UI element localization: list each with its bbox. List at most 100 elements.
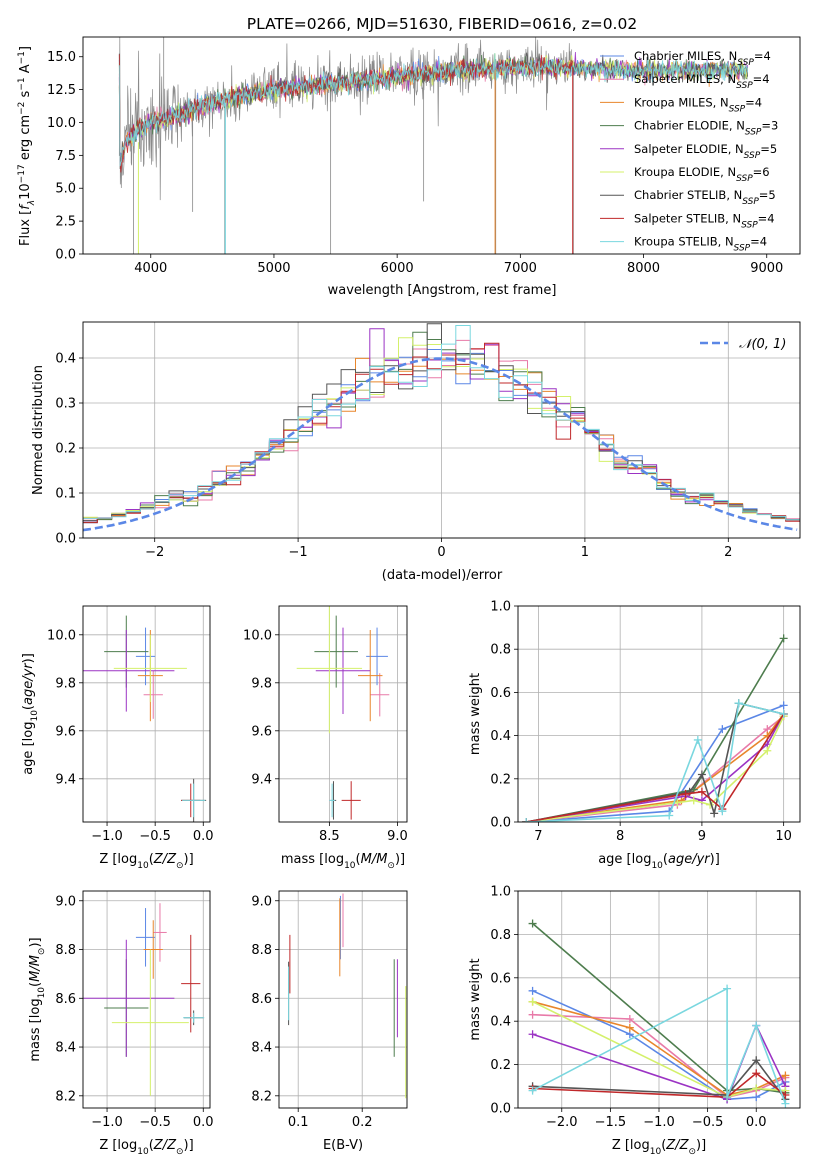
weight-marker: [685, 787, 694, 796]
x-tick-label: 9: [698, 829, 706, 844]
errorbar-point: [315, 627, 371, 714]
weight-marker: [528, 919, 537, 928]
x-tick-label: −0.5: [692, 1115, 724, 1130]
errorbar-point: [181, 934, 201, 1033]
y-tick-label: 10.0: [47, 116, 76, 131]
weight_vs_Z-plot: [528, 919, 790, 1108]
y-tick-label: 0.0: [490, 816, 511, 831]
x-tick-label: 1: [581, 545, 589, 560]
errorbar-point: [370, 673, 390, 717]
x-tick-label: 8000: [627, 261, 660, 276]
residuals-plot: [83, 323, 800, 538]
y-tick-label: 0.0: [55, 532, 76, 547]
x-axis-label: E(B-V): [323, 1138, 363, 1153]
model-spectrum-8: [118, 54, 574, 173]
y-tick-label: 0.0: [55, 248, 76, 263]
y-tick-label: 9.4: [55, 772, 76, 787]
legend-entry: Chabrier MILES, NSSP=4: [634, 49, 771, 68]
weight-line-6: [532, 1000, 786, 1099]
age_vs_mass-axes: 8.5 9.0 9.4 9.6 9.8 10.0: [243, 605, 408, 844]
errorbar-point: [83, 939, 175, 1057]
x-tick-label: 0.0: [193, 829, 214, 844]
weight-marker: [625, 1015, 634, 1024]
weight-marker: [677, 796, 686, 805]
weight-marker: [779, 634, 788, 643]
y-tick-label: 10.0: [47, 628, 76, 643]
x-tick-label: 4000: [134, 261, 167, 276]
weight_vs_Z-axes: −2.0 −1.5 −1.0 −0.5 0.0 0.0 0.2 0.4 0.6 0.8 1.0: [490, 885, 801, 1130]
y-tick-label: 0.3: [55, 397, 76, 412]
y-tick-label: 9.8: [55, 676, 76, 691]
spectrum-axes: 4000 5000 6000 7000 8000 9000 0.0 2.5 5.0 7.5 10.0…: [47, 36, 801, 276]
x-axis-label: mass [log10(M/M⊙)]: [281, 852, 405, 871]
weight-marker: [625, 1023, 634, 1032]
age_vs_Z-plot: [83, 615, 207, 822]
weight_vs_age-axes: 7 8 9 10 0.0 0.2 0.4 0.6 0.8 1.0: [490, 600, 801, 844]
mass_vs_ebv-axes: 0.1 0.2 8.2 8.4 8.6 8.8 9.0: [251, 890, 408, 1130]
y-tick-label: 9.0: [251, 894, 272, 909]
errorbar-point: [357, 630, 383, 722]
weight-marker: [528, 1010, 537, 1019]
x-tick-label: 2: [724, 545, 732, 560]
y-axis-label: mass weight: [468, 958, 483, 1040]
errorbar-point: [135, 908, 156, 967]
weight-marker: [528, 986, 537, 995]
legend-entry: Kroupa ELODIE, NSSP=6: [634, 165, 770, 184]
y-axis-label: Flux [fλ10−17 erg cm−2 s−1 A−1]: [17, 46, 37, 246]
y-axis-label: Normed distribution: [31, 365, 46, 495]
errorbar-point: [296, 606, 363, 734]
y-tick-label: 15.0: [47, 50, 76, 65]
chart-title: PLATE=0266, MJD=51630, FIBERID=0616, z=0…: [247, 15, 637, 33]
y-tick-label: 0.8: [490, 928, 511, 943]
y-tick-label: 0.6: [490, 686, 511, 701]
errorbar-point: [111, 949, 189, 1096]
x-tick-label: 8: [616, 829, 624, 844]
errorbar-point: [329, 783, 335, 818]
axes-frame: [82, 36, 801, 255]
x-tick-label: 8.5: [319, 829, 340, 844]
y-tick-label: 9.6: [55, 724, 76, 739]
mass_vs_Z-axes: −1.0 −0.5 0.0 8.2 8.4 8.6 8.8 9.0: [55, 890, 214, 1130]
x-tick-label: 7: [534, 829, 542, 844]
x-tick-label: −1.0: [643, 1115, 675, 1130]
y-tick-label: 0.0: [490, 1102, 511, 1117]
normal-curve: [83, 357, 798, 532]
weight-marker: [779, 710, 788, 718]
x-tick-label: −1: [289, 545, 308, 560]
x-tick-label: 10: [775, 829, 792, 844]
y-tick-label: 0.8: [490, 643, 511, 658]
x-axis-label: wavelength [Angstrom, rest frame]: [328, 283, 557, 298]
y-tick-label: 9.8: [251, 676, 272, 691]
y-tick-label: 9.6: [251, 724, 272, 739]
x-axis-label: (data-model)/error: [382, 568, 503, 583]
x-axis-label: age [log10(age/yr)]: [598, 852, 720, 871]
weight-marker: [689, 796, 698, 805]
errorbar-point: [153, 903, 167, 962]
axes-frame: [278, 890, 408, 1109]
x-tick-label: −0.5: [139, 829, 171, 844]
x-tick-label: 0.2: [352, 1115, 373, 1130]
weight-marker: [528, 1086, 537, 1095]
y-tick-label: 8.4: [251, 1041, 272, 1056]
legend-entry: Chabrier STELIB, NSSP=5: [634, 188, 776, 207]
x-tick-label: 0.1: [288, 1115, 309, 1130]
x-axis-label: Z [log10(Z/Z⊙)]: [99, 1138, 193, 1157]
x-tick-label: 6000: [381, 261, 414, 276]
residuals-axes: −2 −1 0 1 2 0.0 0.1 0.2 0.3 0.4: [55, 321, 801, 560]
weight-marker: [781, 1099, 790, 1108]
x-tick-label: 5000: [257, 261, 290, 276]
legend-entry: Chabrier ELODIE, NSSP=3: [634, 119, 778, 138]
errorbar-point: [182, 783, 206, 818]
mass_vs_Z-plot: [83, 903, 205, 1096]
y-tick-label: 8.2: [55, 1089, 76, 1104]
weight-marker: [779, 701, 788, 710]
spectrum-plot: [118, 37, 748, 254]
x-tick-label: 0.0: [193, 1115, 214, 1130]
y-tick-label: 1.0: [490, 885, 511, 900]
weight-marker: [710, 809, 719, 818]
y-tick-label: 8.2: [251, 1089, 272, 1104]
weight-marker: [693, 735, 702, 744]
legend: Chabrier MILES, NSSP=4 Salpeter MILES, NS…: [600, 49, 778, 254]
y-tick-label: 9.4: [251, 772, 272, 787]
